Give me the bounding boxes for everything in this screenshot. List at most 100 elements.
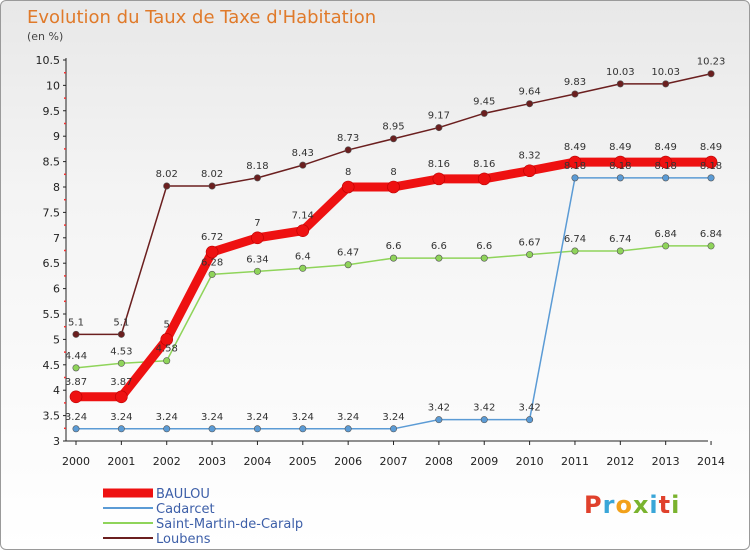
data-label: 4.53 [110, 346, 132, 357]
x-tick-label: 2010 [516, 455, 544, 468]
data-label: 6.74 [609, 234, 631, 245]
data-label: 8.49 [655, 142, 677, 153]
data-label: 8.73 [337, 133, 359, 144]
data-point [163, 182, 171, 190]
data-point [477, 172, 491, 186]
data-label: 6.28 [201, 257, 223, 268]
data-point [205, 245, 219, 259]
y-tick-label: 10 [46, 79, 60, 92]
x-tick-label: 2002 [153, 455, 181, 468]
data-point [526, 251, 534, 259]
data-label: 3.24 [292, 412, 314, 423]
data-point [208, 270, 216, 278]
y-tick-label: 6 [53, 283, 60, 296]
data-label: 8.16 [428, 159, 450, 170]
data-label: 9.83 [564, 77, 586, 88]
data-label: 8.95 [382, 122, 404, 133]
data-label: 6.74 [564, 234, 586, 245]
data-label: 8.02 [156, 169, 178, 180]
data-label: 8 [390, 167, 396, 178]
y-tick-label: 7.5 [43, 206, 61, 219]
data-point [117, 425, 125, 433]
data-point [253, 174, 261, 182]
data-point [253, 267, 261, 275]
data-label: 9.64 [518, 87, 540, 98]
data-point [344, 425, 352, 433]
data-label: 8.49 [564, 142, 586, 153]
data-point [253, 425, 261, 433]
series-line-baulou [76, 157, 712, 402]
data-label: 8.32 [518, 151, 540, 162]
data-label: 3.24 [65, 412, 87, 423]
data-label: 8.18 [564, 161, 586, 172]
data-point [707, 242, 715, 250]
data-point [299, 425, 307, 433]
data-label: 6.84 [655, 229, 677, 240]
data-point [435, 254, 443, 262]
data-label: 8.02 [201, 169, 223, 180]
data-point [299, 161, 307, 169]
data-point [115, 390, 128, 404]
x-tick-label: 2011 [561, 455, 589, 468]
data-label: 10.03 [651, 67, 680, 78]
data-point [344, 146, 352, 154]
data-point [390, 425, 398, 433]
x-tick-label: 2013 [652, 455, 680, 468]
legend-label: Saint-Martin-de-Caralp [156, 517, 303, 532]
legend-label: Cadarcet [156, 502, 215, 517]
data-point [662, 80, 670, 88]
data-label: 3.24 [382, 412, 404, 423]
data-point [526, 416, 534, 424]
y-tick-label: 7 [53, 232, 60, 245]
data-point [523, 164, 536, 178]
y-tick-label: 9.5 [43, 105, 61, 118]
data-point [117, 359, 125, 367]
data-label: 6.6 [386, 241, 402, 252]
data-point [616, 174, 624, 182]
data-label: 7.14 [292, 211, 314, 222]
data-label: 6.34 [246, 254, 268, 265]
data-point [387, 180, 400, 194]
y-tick-label: 6.5 [43, 257, 61, 270]
data-label: 8.49 [609, 142, 631, 153]
data-label: 3.24 [156, 412, 178, 423]
data-point [390, 254, 398, 262]
chart-unit: (en %) [27, 30, 64, 43]
data-label: 5.1 [68, 317, 84, 328]
data-point [390, 135, 398, 143]
y-tick-label: 8.5 [43, 156, 61, 169]
data-point [72, 330, 80, 338]
data-point [662, 242, 670, 250]
data-point [568, 155, 582, 169]
data-point [571, 247, 579, 255]
data-point [704, 155, 718, 169]
data-label: 8 [345, 167, 351, 178]
series-line-loubens [76, 72, 712, 336]
data-point [571, 174, 579, 182]
x-tick-label: 2014 [697, 455, 725, 468]
data-point [435, 416, 443, 424]
data-label: 6.72 [201, 232, 223, 243]
data-point [526, 100, 534, 108]
data-label: 6.6 [476, 241, 492, 252]
data-label: 6.47 [337, 248, 359, 259]
data-label: 10.03 [606, 67, 635, 78]
data-label: 6.67 [518, 238, 540, 249]
data-label: 5.1 [113, 317, 129, 328]
y-tick-label: 4.5 [43, 359, 61, 372]
y-tick-label: 4 [53, 384, 60, 397]
proxiti-logo: Proxiti [584, 491, 681, 519]
y-tick-label: 5 [53, 333, 60, 346]
data-point [72, 425, 80, 433]
data-label: 5 [164, 319, 170, 330]
data-label: 3.24 [110, 412, 132, 423]
data-point [480, 254, 488, 262]
data-point [435, 124, 443, 132]
data-point [616, 247, 624, 255]
x-tick-label: 2007 [380, 455, 408, 468]
x-tick-label: 2012 [606, 455, 634, 468]
data-label: 8.18 [655, 161, 677, 172]
data-point [662, 174, 670, 182]
data-point [659, 155, 672, 169]
